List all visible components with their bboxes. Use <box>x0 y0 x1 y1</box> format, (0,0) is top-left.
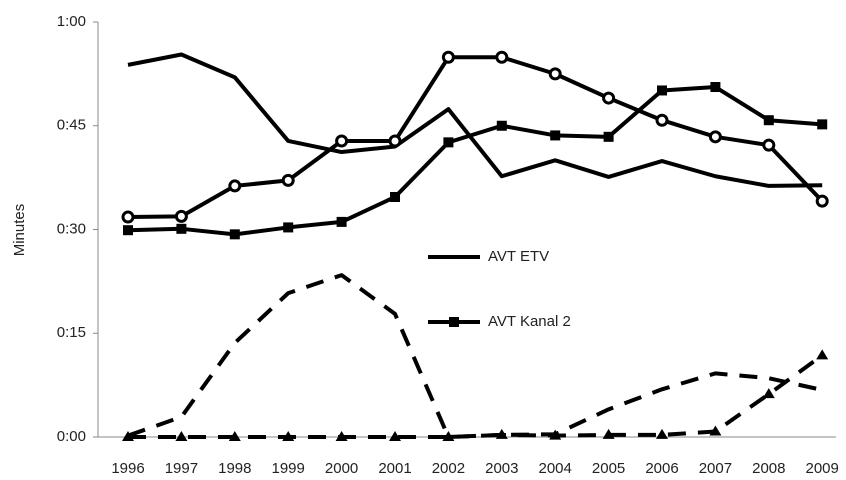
series-line <box>128 353 824 439</box>
data-point <box>228 179 242 193</box>
data-point <box>121 210 135 224</box>
data-point <box>710 82 721 93</box>
data-point <box>335 431 348 441</box>
data-point <box>495 428 508 439</box>
x-tick-label: 1996 <box>111 460 144 477</box>
y-tick-label: 0:45 <box>57 117 86 134</box>
data-point <box>282 431 295 441</box>
data-point <box>548 67 562 81</box>
data-point <box>283 222 294 233</box>
x-tick-label: 1999 <box>272 460 305 477</box>
data-point <box>388 134 402 148</box>
series-line <box>127 85 823 237</box>
data-point <box>817 119 828 130</box>
data-point <box>550 130 561 141</box>
legend-label: AVT ETV <box>488 248 549 265</box>
data-point <box>496 120 507 131</box>
data-point <box>656 428 668 439</box>
x-tick-label: 2003 <box>485 460 518 477</box>
x-tick-label: 2009 <box>806 460 839 477</box>
data-point <box>281 173 295 187</box>
data-point <box>390 191 400 202</box>
y-tick-label: 0:30 <box>57 220 86 237</box>
legend-label: AVT Kanal 2 <box>488 313 571 330</box>
data-point <box>228 431 241 441</box>
y-axis-label: Minutes <box>11 204 28 257</box>
series-line <box>127 52 823 188</box>
data-point <box>174 209 188 223</box>
series-line <box>127 55 824 220</box>
data-point <box>122 431 134 441</box>
data-point <box>709 425 722 436</box>
series-line <box>127 273 823 439</box>
x-tick-label: 2008 <box>752 460 785 477</box>
data-point <box>336 216 347 227</box>
data-point <box>442 431 455 441</box>
data-point <box>602 91 616 105</box>
data-point <box>335 134 349 148</box>
x-tick-label: 2006 <box>645 460 678 477</box>
data-point <box>549 429 562 440</box>
x-tick-label: 2007 <box>699 460 732 477</box>
x-tick-label: 2005 <box>592 460 625 477</box>
y-tick-label: 0:15 <box>57 324 86 341</box>
data-point <box>763 115 774 126</box>
y-tick-label: 1:00 <box>57 13 86 30</box>
legend-marker <box>449 317 459 327</box>
x-tick-label: 2004 <box>539 460 572 477</box>
data-point <box>815 194 829 208</box>
x-tick-label: 1998 <box>218 460 251 477</box>
data-point <box>657 85 667 96</box>
y-tick-label: 0:00 <box>57 428 86 445</box>
data-point <box>229 229 240 240</box>
data-point <box>603 131 614 142</box>
data-point <box>389 431 401 441</box>
data-point <box>762 138 776 152</box>
data-point <box>708 130 722 144</box>
data-point <box>602 428 615 439</box>
x-tick-label: 2002 <box>432 460 465 477</box>
data-point <box>816 349 829 360</box>
data-point <box>123 225 133 236</box>
x-tick-label: 2001 <box>378 460 411 477</box>
data-point <box>176 223 187 234</box>
data-point <box>443 137 454 148</box>
data-point <box>762 388 775 399</box>
x-tick-label: 1997 <box>165 460 198 477</box>
data-point <box>175 431 188 441</box>
data-point <box>495 50 509 64</box>
x-tick-label: 2000 <box>325 460 358 477</box>
data-point <box>655 113 669 127</box>
data-point <box>441 50 455 64</box>
